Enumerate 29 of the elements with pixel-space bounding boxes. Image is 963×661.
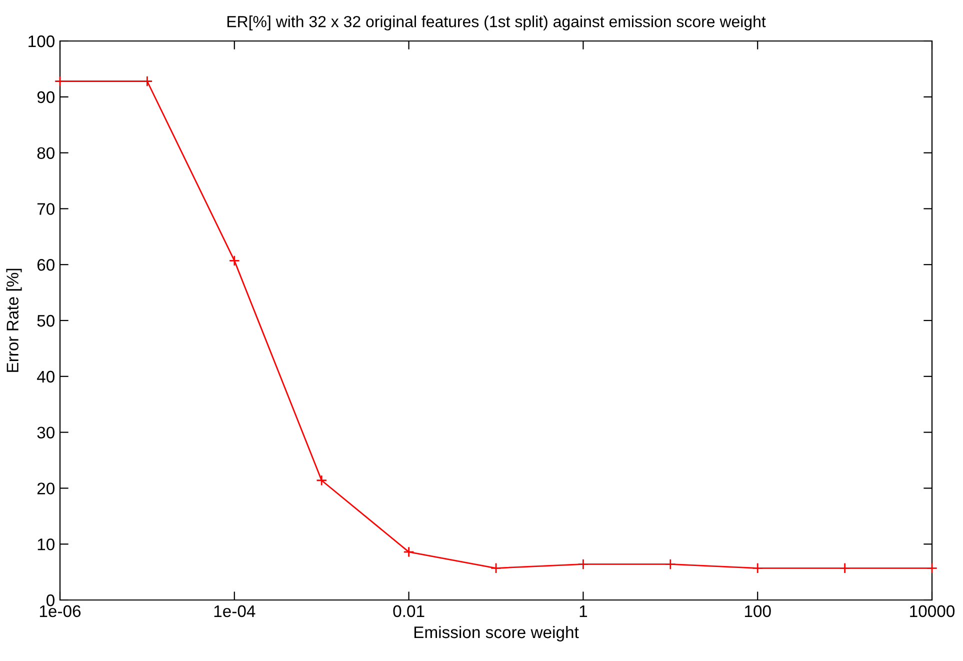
y-tick-label: 70 [37, 203, 54, 215]
x-tick-label: 10000 [910, 605, 955, 618]
chart-title: ER[%] with 32 x 32 original features (1st split) against emission score weight [227, 16, 766, 30]
point [403, 546, 414, 558]
point [578, 558, 589, 570]
y-tick-label: 40 [36, 370, 54, 383]
point [490, 562, 502, 574]
y-tick-label: 90 [37, 91, 54, 104]
point [316, 474, 328, 486]
y-tick-label: 100 [28, 35, 54, 48]
point [752, 562, 764, 574]
y-tick-label: 80 [37, 147, 54, 160]
x-tick-label: 1e-06 [40, 605, 81, 618]
x-axis-title: Emission score weight [414, 626, 579, 642]
y-tick-label: 50 [37, 314, 54, 327]
point [228, 255, 240, 266]
point [839, 562, 850, 574]
y-tick-label: 10 [38, 538, 54, 550]
y-tick-label: 20 [37, 482, 54, 494]
point [926, 562, 938, 574]
y-tick-label: 0 [46, 594, 54, 606]
y-axis-title: Error Rate [%] [6, 268, 22, 372]
x-tick-label: 0.01 [393, 605, 424, 618]
y-tick-label: 60 [37, 259, 54, 271]
y-tick-label: 30 [37, 426, 54, 439]
x-tick-label: 100 [744, 605, 771, 618]
point [664, 558, 676, 570]
x-tick-label: 1 [580, 605, 588, 617]
x-tick-label: 1e-04 [214, 605, 256, 618]
